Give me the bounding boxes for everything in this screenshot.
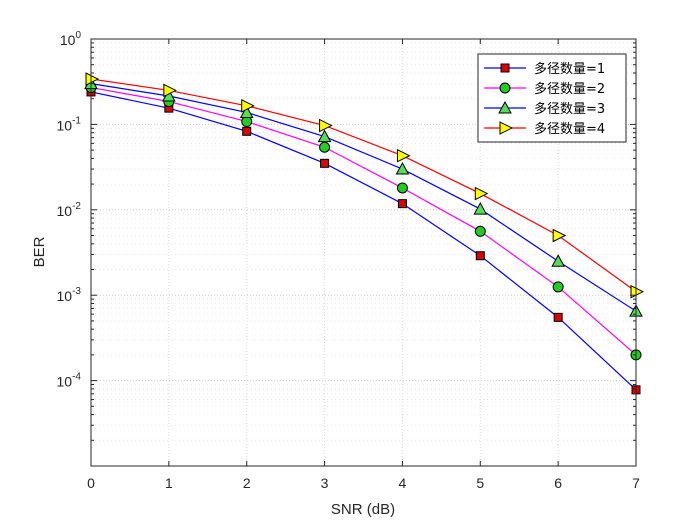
legend-entry: 多径数量=4	[484, 121, 605, 137]
x-tick-label: 2	[243, 475, 251, 491]
series-line	[90, 83, 637, 312]
legend-marker	[498, 100, 512, 114]
data-point	[320, 158, 330, 168]
legend-label: 多径数量=4	[534, 121, 605, 137]
data-point	[552, 281, 564, 293]
series-line	[90, 86, 637, 356]
data-point	[473, 202, 488, 215]
y-axis-label: BER	[31, 236, 48, 267]
x-axis-label: SNR (dB)	[331, 501, 395, 518]
data-point	[241, 99, 255, 113]
ticks: 0 1 2 3 4 5 6 7 10-4 10-3 10-2 10-1 100	[57, 30, 641, 491]
y-tick-label: 100	[60, 30, 82, 48]
legend: 多径数量=1 多径数量=2 多径数量=3 多径数量=4	[477, 53, 627, 143]
data-point	[553, 312, 563, 322]
data-point	[317, 129, 332, 143]
series-line	[90, 78, 637, 293]
data-point	[474, 225, 486, 237]
legend-marker	[499, 121, 514, 135]
legend-label: 多径数量=1	[534, 61, 605, 77]
legend-label: 多径数量=3	[534, 101, 605, 117]
data-point	[630, 284, 645, 299]
data-point	[396, 148, 411, 163]
data-point	[395, 162, 410, 175]
plot-frame	[90, 38, 637, 467]
y-tick-label: 10-4	[57, 372, 82, 390]
data-point	[552, 228, 567, 243]
x-tick-label: 1	[165, 475, 173, 491]
data-point	[241, 116, 253, 128]
x-tick-label: 3	[321, 475, 329, 491]
x-tick-label: 6	[554, 475, 562, 491]
legend-entry: 多径数量=2	[484, 81, 605, 97]
data-point	[163, 83, 177, 98]
data-point	[475, 251, 485, 261]
data-point	[85, 72, 100, 86]
legend-marker	[499, 82, 511, 94]
series-4	[85, 72, 645, 299]
data-point	[397, 199, 407, 209]
y-tick-label: 10-2	[57, 201, 82, 219]
data-point	[474, 186, 489, 201]
y-tick-label: 10-1	[57, 115, 82, 133]
x-tick-label: 4	[399, 475, 407, 491]
data-point	[319, 118, 333, 133]
grid	[91, 39, 636, 466]
x-tick-label: 0	[87, 475, 95, 491]
legend-entry: 多径数量=3	[484, 100, 605, 117]
x-tick-label: 7	[632, 475, 640, 491]
legend-label: 多径数量=2	[534, 81, 605, 97]
series-line	[90, 91, 637, 391]
data-point	[242, 126, 252, 136]
y-tick-label: 10-3	[57, 286, 82, 304]
data-point	[396, 182, 408, 194]
legend-entry: 多径数量=1	[484, 61, 605, 77]
data-point	[239, 105, 254, 118]
legend-marker	[500, 63, 510, 73]
x-tick-label: 5	[476, 475, 484, 491]
data-point	[319, 141, 331, 153]
data-point	[551, 254, 565, 267]
